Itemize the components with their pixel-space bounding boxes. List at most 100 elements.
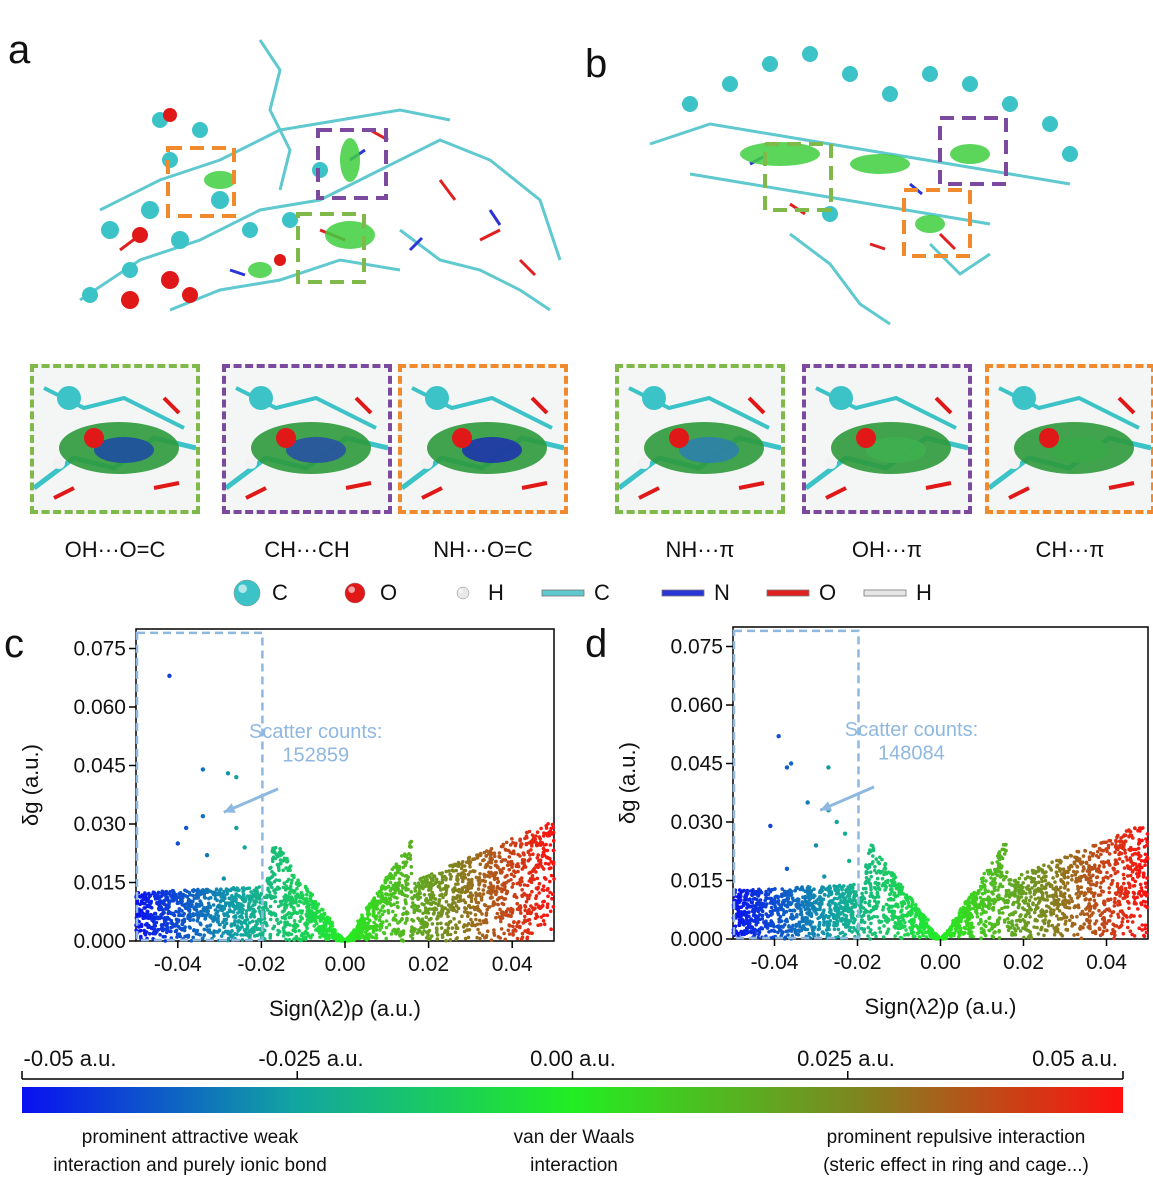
scatter-point bbox=[421, 886, 425, 891]
scatter-point bbox=[1072, 933, 1076, 937]
scatter-point bbox=[883, 861, 888, 866]
scatter-point bbox=[387, 922, 392, 927]
scatter-point bbox=[381, 899, 386, 904]
scatter-point bbox=[1134, 847, 1138, 852]
scatter-point bbox=[1065, 855, 1069, 860]
scatter-point bbox=[891, 897, 896, 902]
scatter-point bbox=[1120, 920, 1124, 924]
scatter-point bbox=[229, 924, 234, 928]
scatter-point bbox=[522, 883, 527, 887]
scatter-point bbox=[462, 864, 467, 868]
scatter-point bbox=[292, 938, 297, 942]
scatter-point bbox=[524, 830, 529, 835]
scatter-point bbox=[1003, 905, 1007, 910]
scatter-point bbox=[1127, 906, 1131, 911]
atom-ball-icon bbox=[456, 586, 470, 600]
scatter-point bbox=[1091, 873, 1095, 878]
scatter-point bbox=[511, 882, 515, 886]
scatter-point bbox=[999, 870, 1004, 875]
scatter-point bbox=[275, 918, 279, 923]
scatter-point bbox=[273, 899, 278, 904]
scatter-point bbox=[336, 937, 340, 942]
scatter-count-value: 152859 bbox=[282, 745, 349, 767]
legend-ball-h: H bbox=[446, 578, 504, 608]
scatter-point bbox=[446, 903, 451, 907]
scatter-point bbox=[289, 915, 293, 919]
scatter-point bbox=[379, 885, 384, 890]
scatter-point bbox=[1142, 934, 1147, 939]
scatter-point bbox=[289, 895, 294, 899]
scatter-point bbox=[302, 937, 306, 941]
scatter-point bbox=[395, 930, 400, 934]
scatter-point bbox=[1106, 846, 1111, 850]
scatter-point bbox=[366, 921, 370, 925]
scatter-point bbox=[541, 884, 546, 888]
scatter-point bbox=[373, 906, 378, 910]
scatter-point bbox=[1089, 890, 1094, 895]
scatter-point bbox=[380, 912, 385, 917]
scatter-point bbox=[412, 894, 417, 898]
scatter-point bbox=[1051, 893, 1055, 898]
scatter-point bbox=[448, 932, 453, 937]
scatter-point bbox=[215, 911, 219, 916]
scatter-point bbox=[200, 913, 204, 918]
scatter-point bbox=[155, 930, 159, 934]
scatter-point bbox=[461, 860, 465, 864]
scatter-point bbox=[1025, 875, 1030, 879]
scatter-point bbox=[411, 932, 415, 937]
scatter-point bbox=[954, 916, 959, 921]
scatter-point bbox=[508, 924, 512, 928]
scatter-point bbox=[231, 903, 236, 907]
scatter-point bbox=[323, 923, 328, 927]
scatter-point bbox=[478, 862, 483, 866]
scatter-point bbox=[821, 885, 825, 890]
scatter-point bbox=[467, 855, 472, 860]
scatter-point bbox=[783, 898, 787, 903]
scatter-point bbox=[429, 916, 433, 921]
scatter-point bbox=[396, 886, 400, 891]
scatter-point bbox=[1052, 932, 1057, 937]
scatter-point bbox=[1004, 849, 1008, 853]
scatter-point bbox=[965, 915, 969, 919]
scatter-point bbox=[489, 896, 493, 900]
scatter-point bbox=[282, 881, 287, 885]
scatter-point bbox=[184, 902, 189, 906]
scatter-point bbox=[1024, 896, 1028, 900]
scatter-point bbox=[900, 936, 904, 940]
scatter-point bbox=[314, 928, 318, 932]
scatter-point bbox=[530, 889, 534, 894]
scatter-point bbox=[884, 915, 888, 919]
scatter-point bbox=[1019, 895, 1024, 899]
scatter-point bbox=[1022, 935, 1026, 940]
scatter-point bbox=[278, 847, 282, 851]
scatter-point bbox=[1137, 840, 1142, 845]
scatter-point bbox=[469, 896, 474, 900]
scatter-point bbox=[467, 861, 472, 866]
scatter-point bbox=[171, 911, 175, 916]
scatter-point bbox=[400, 883, 404, 888]
outlier-point bbox=[242, 845, 247, 850]
scatter-point bbox=[821, 897, 826, 902]
panel-label-c: c bbox=[4, 622, 24, 666]
scatter-point bbox=[748, 897, 752, 901]
scatter-point bbox=[543, 861, 548, 866]
scatter-point bbox=[785, 893, 789, 898]
scatter-point bbox=[204, 908, 208, 912]
scatter-point bbox=[744, 917, 749, 921]
scatter-point bbox=[182, 926, 187, 931]
scatter-point bbox=[807, 931, 812, 936]
scatter-point bbox=[142, 931, 147, 936]
scatter-point bbox=[1001, 877, 1006, 882]
scatter-point bbox=[478, 892, 482, 896]
scatter-point bbox=[1079, 924, 1083, 929]
scatter-point bbox=[157, 906, 161, 911]
scatter-point bbox=[386, 893, 391, 897]
scatter-point bbox=[315, 905, 319, 909]
inset-label-3: NH···O=C bbox=[433, 537, 533, 562]
scatter-point bbox=[996, 888, 1000, 892]
scatter-point bbox=[1071, 869, 1076, 874]
scatter-point bbox=[545, 833, 550, 838]
scatter-point bbox=[373, 936, 378, 940]
legend-ball-o: O bbox=[338, 578, 397, 608]
scatter-point bbox=[807, 922, 812, 926]
